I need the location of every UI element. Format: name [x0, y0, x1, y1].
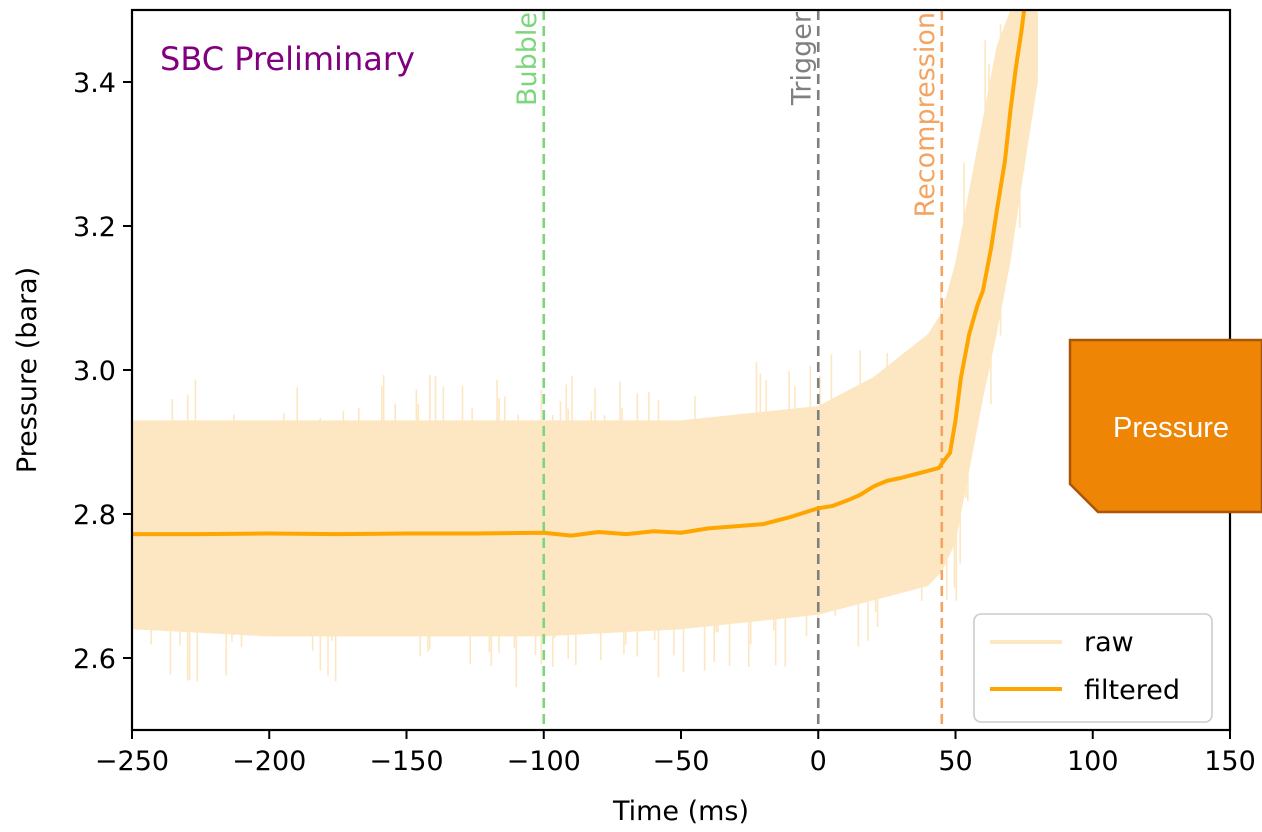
- y-tick-label: 3.0: [73, 356, 116, 387]
- x-tick-label: 150: [1204, 746, 1256, 777]
- x-tick-label: −200: [232, 746, 306, 777]
- x-axis-label: Time (ms): [612, 796, 749, 827]
- pressure-callout: Pressure: [1068, 338, 1262, 514]
- vertical-marker-labels: Bubble Trigger Recompression: [512, 11, 941, 217]
- x-tick-label: −100: [507, 746, 581, 777]
- callout-label: Pressure: [1113, 412, 1229, 444]
- vline-label-bubble: Bubble: [512, 12, 543, 106]
- x-tick-label: −50: [653, 746, 710, 777]
- legend: raw filtered: [973, 613, 1213, 723]
- vline-label-recompression: Recompression: [910, 12, 941, 217]
- y-tick-label: 2.8: [73, 500, 116, 531]
- filtered-series-line: [132, 10, 1027, 538]
- x-tick-label: 100: [1067, 746, 1119, 777]
- y-axis-label: Pressure (bara): [12, 267, 43, 473]
- x-tick-label: 50: [938, 746, 972, 777]
- x-tick-label: −250: [95, 746, 169, 777]
- vline-label-trigger: Trigger: [786, 11, 817, 106]
- vertical-markers: [542, 10, 944, 730]
- y-tick-label: 3.2: [73, 212, 116, 243]
- callout-shape: [1068, 338, 1262, 514]
- y-tick-label: 2.6: [73, 644, 116, 675]
- x-tick-label: −150: [369, 746, 443, 777]
- raw-series-noise: [132, 11, 1038, 688]
- x-tick-label: 0: [810, 746, 827, 777]
- x-axis-ticks: −250 −200 −150 −100 −50 0 50 100 150: [95, 730, 1256, 777]
- y-tick-label: 3.4: [73, 68, 116, 99]
- legend-filtered-label: filtered: [1084, 675, 1180, 706]
- legend-raw-label: raw: [1084, 627, 1134, 658]
- y-axis-ticks: 2.6 2.8 3.0 3.2 3.4: [73, 68, 132, 675]
- sbc-preliminary-annotation: SBC Preliminary: [160, 40, 415, 78]
